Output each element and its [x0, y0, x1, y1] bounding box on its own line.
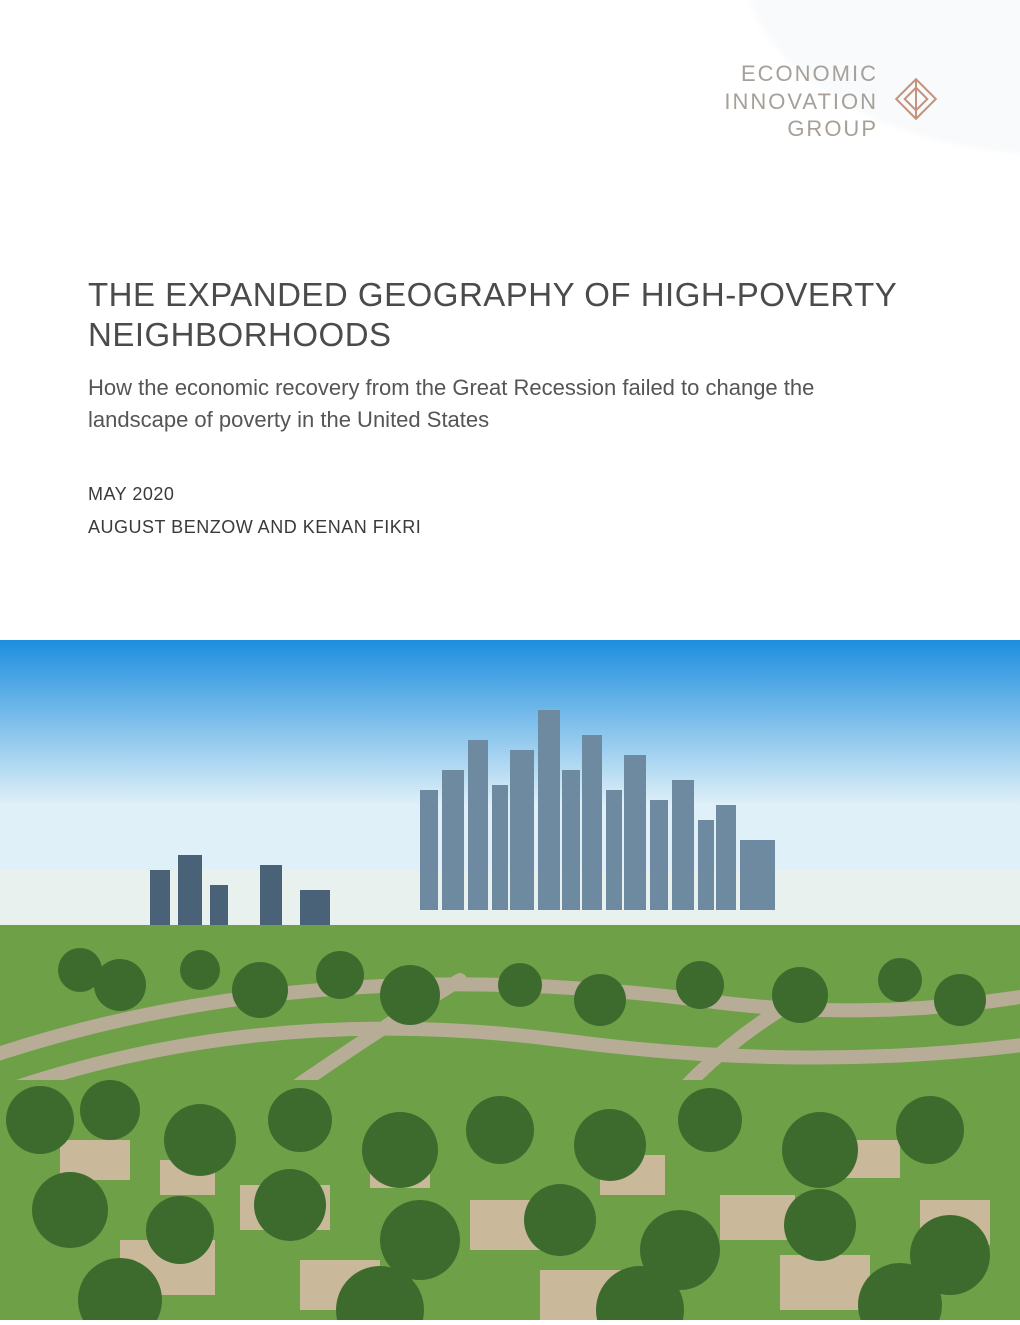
org-name-line1: ECONOMIC [724, 60, 878, 88]
org-logo-text: ECONOMIC INNOVATION GROUP [724, 60, 878, 143]
org-logo: ECONOMIC INNOVATION GROUP [724, 60, 940, 143]
diamond-icon [892, 75, 940, 128]
report-subtitle: How the economic recovery from the Great… [88, 372, 908, 436]
report-date: MAY 2020 [88, 484, 908, 505]
report-title: THE EXPANDED GEOGRAPHY OF HIGH-POVERTY N… [88, 275, 908, 354]
hero-image [0, 640, 1020, 1320]
cover-content: THE EXPANDED GEOGRAPHY OF HIGH-POVERTY N… [88, 275, 908, 550]
org-name-line2: INNOVATION [724, 88, 878, 116]
report-meta: MAY 2020 AUGUST BENZOW AND KENAN FIKRI [88, 484, 908, 538]
report-authors: AUGUST BENZOW AND KENAN FIKRI [88, 517, 908, 538]
org-name-line3: GROUP [724, 115, 878, 143]
